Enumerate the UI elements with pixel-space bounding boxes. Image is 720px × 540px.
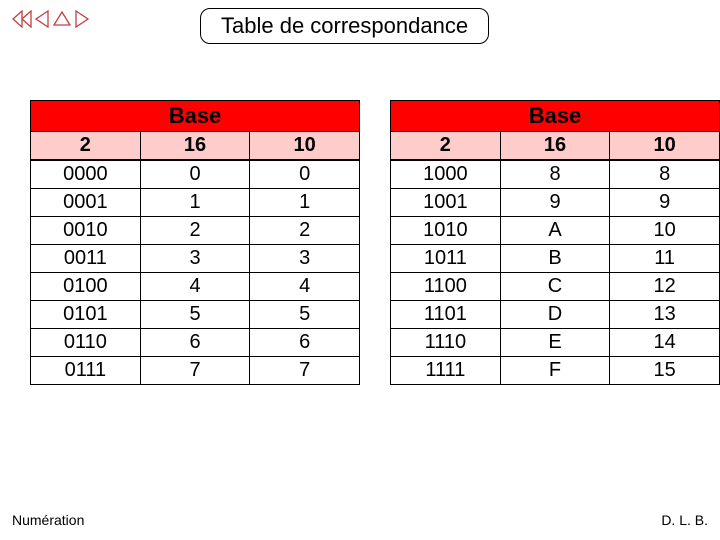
tables-container: Base 2 16 10 000000000111001022001133010… xyxy=(30,100,720,385)
table-left-body: 0000000001110010220011330100440101550110… xyxy=(31,160,360,385)
table-row: 1010A10 xyxy=(391,217,720,245)
table-cell: 15 xyxy=(610,357,720,385)
table-right: Base 2 16 10 1000881001991010A101011B111… xyxy=(390,100,720,385)
table-row: 010044 xyxy=(31,273,360,301)
table-left-col-1: 16 xyxy=(140,132,250,161)
table-cell: 1110 xyxy=(391,329,501,357)
table-cell: 10 xyxy=(610,217,720,245)
table-row: 1101D13 xyxy=(391,301,720,329)
table-cell: 9 xyxy=(500,189,610,217)
table-cell: 0 xyxy=(250,160,360,189)
table-right-col-0: 2 xyxy=(391,132,501,161)
table-row: 011066 xyxy=(31,329,360,357)
table-cell: 1 xyxy=(250,189,360,217)
prev-icon[interactable] xyxy=(34,10,50,28)
table-cell: A xyxy=(500,217,610,245)
table-cell: 1010 xyxy=(391,217,501,245)
table-right-col-2: 10 xyxy=(610,132,720,161)
table-left-header: Base xyxy=(31,101,360,132)
table-row: 001133 xyxy=(31,245,360,273)
table-cell: C xyxy=(500,273,610,301)
table-cell: 6 xyxy=(140,329,250,357)
table-cell: 0 xyxy=(140,160,250,189)
table-cell: F xyxy=(500,357,610,385)
table-cell: 11 xyxy=(610,245,720,273)
table-cell: 0101 xyxy=(31,301,141,329)
table-cell: 2 xyxy=(140,217,250,245)
table-cell: 4 xyxy=(140,273,250,301)
footer-left: Numération xyxy=(12,512,84,528)
table-cell: 7 xyxy=(250,357,360,385)
table-cell: 13 xyxy=(610,301,720,329)
table-cell: E xyxy=(500,329,610,357)
table-cell: 1101 xyxy=(391,301,501,329)
table-cell: 3 xyxy=(140,245,250,273)
table-cell: 5 xyxy=(140,301,250,329)
table-cell: 0011 xyxy=(31,245,141,273)
table-cell: 5 xyxy=(250,301,360,329)
first-icon[interactable] xyxy=(12,10,32,28)
table-row: 1110E14 xyxy=(391,329,720,357)
table-cell: 1111 xyxy=(391,357,501,385)
table-cell: 7 xyxy=(140,357,250,385)
table-cell: 0001 xyxy=(31,189,141,217)
table-row: 1011B11 xyxy=(391,245,720,273)
table-cell: 8 xyxy=(500,160,610,189)
page-title: Table de correspondance xyxy=(200,8,489,44)
table-row: 000000 xyxy=(31,160,360,189)
table-cell: 0100 xyxy=(31,273,141,301)
table-cell: B xyxy=(500,245,610,273)
table-cell: 1011 xyxy=(391,245,501,273)
table-row: 001022 xyxy=(31,217,360,245)
table-right-col-1: 16 xyxy=(500,132,610,161)
footer-right: D. L. B. xyxy=(661,512,708,528)
table-row: 100088 xyxy=(391,160,720,189)
table-cell: 0000 xyxy=(31,160,141,189)
table-cell: 0110 xyxy=(31,329,141,357)
table-cell: 4 xyxy=(250,273,360,301)
table-cell: D xyxy=(500,301,610,329)
table-row: 1100C12 xyxy=(391,273,720,301)
table-right-body: 1000881001991010A101011B111100C121101D13… xyxy=(391,160,720,385)
table-row: 100199 xyxy=(391,189,720,217)
table-cell: 0111 xyxy=(31,357,141,385)
table-cell: 8 xyxy=(610,160,720,189)
table-cell: 1000 xyxy=(391,160,501,189)
table-cell: 3 xyxy=(250,245,360,273)
table-row: 000111 xyxy=(31,189,360,217)
table-cell: 1001 xyxy=(391,189,501,217)
table-left-col-0: 2 xyxy=(31,132,141,161)
table-row: 011177 xyxy=(31,357,360,385)
table-cell: 9 xyxy=(610,189,720,217)
table-left-col-2: 10 xyxy=(250,132,360,161)
table-cell: 0010 xyxy=(31,217,141,245)
table-left: Base 2 16 10 000000000111001022001133010… xyxy=(30,100,360,385)
up-icon[interactable] xyxy=(52,10,72,28)
table-cell: 2 xyxy=(250,217,360,245)
nav-icons xyxy=(12,10,90,28)
table-cell: 1100 xyxy=(391,273,501,301)
table-cell: 6 xyxy=(250,329,360,357)
table-row: 010155 xyxy=(31,301,360,329)
table-right-header: Base xyxy=(391,101,720,132)
next-icon[interactable] xyxy=(74,10,90,28)
table-cell: 12 xyxy=(610,273,720,301)
table-row: 1111F15 xyxy=(391,357,720,385)
table-cell: 1 xyxy=(140,189,250,217)
table-cell: 14 xyxy=(610,329,720,357)
